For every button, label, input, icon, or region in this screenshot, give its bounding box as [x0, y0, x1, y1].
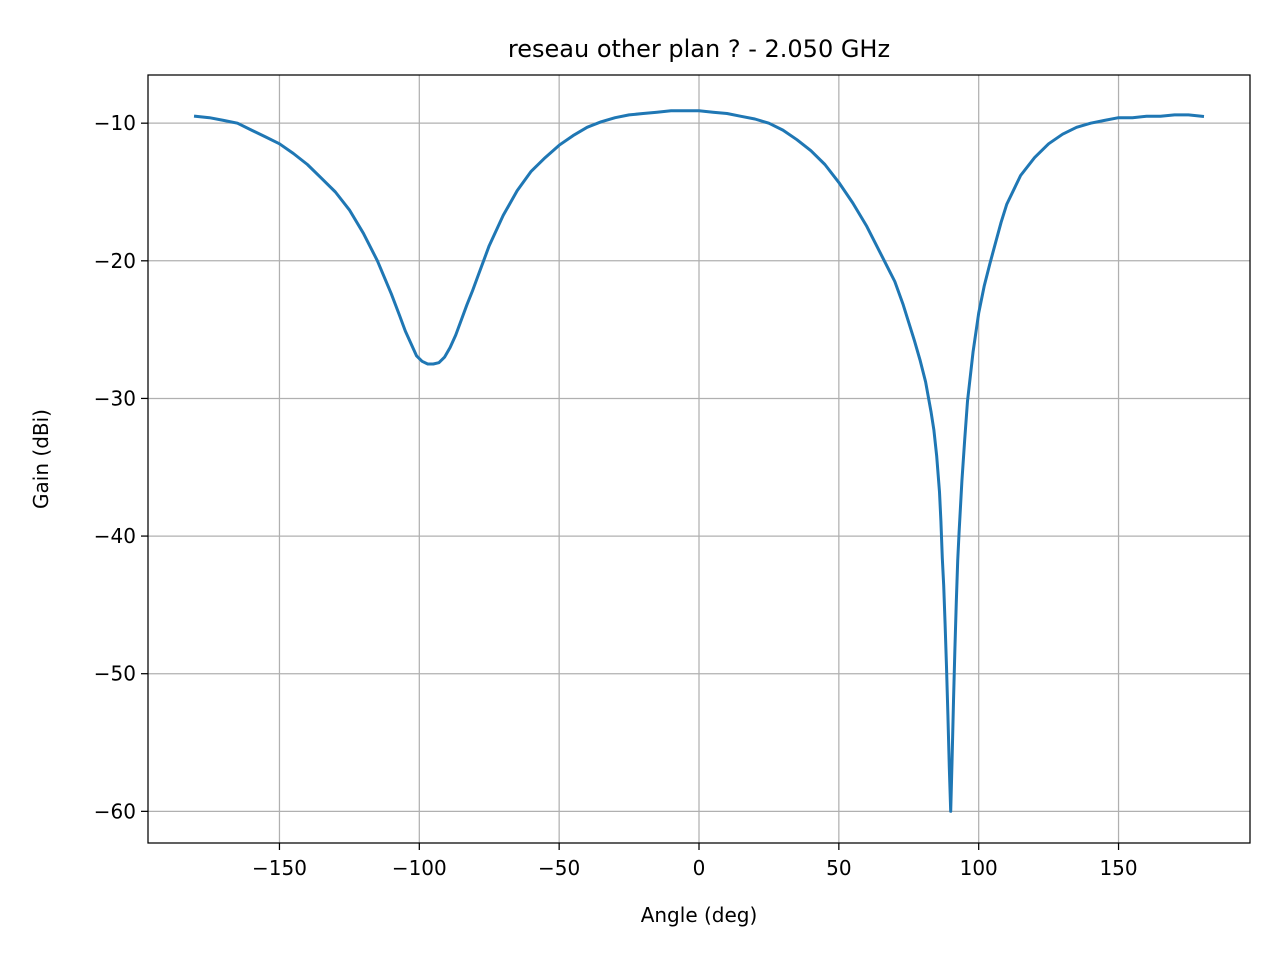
- chart-title: reseau other plan ? - 2.050 GHz: [508, 35, 890, 63]
- grid: [148, 75, 1250, 843]
- y-tick-label: −60: [94, 799, 136, 823]
- x-tick-label: 0: [693, 856, 706, 880]
- y-axis-label: Gain (dBi): [29, 409, 53, 509]
- y-tick-label: −50: [94, 662, 136, 686]
- y-tick-label: −20: [94, 249, 136, 273]
- x-tick-label: −50: [538, 856, 580, 880]
- x-tick-label: 150: [1099, 856, 1137, 880]
- x-tick-label: −150: [252, 856, 307, 880]
- ticks: −150 −100 −50 0 50 100 150 −10 −20 −30 −40 −50 −60: [94, 111, 1138, 880]
- x-tick-label: 50: [826, 856, 851, 880]
- y-tick-label: −10: [94, 111, 136, 135]
- series-line-gain: [193, 109, 1205, 813]
- series-layer: [193, 109, 1205, 813]
- y-tick-label: −40: [94, 524, 136, 548]
- y-tick-label: −30: [94, 386, 136, 410]
- x-tick-label: −100: [392, 856, 447, 880]
- x-axis-label: Angle (deg): [641, 903, 758, 927]
- x-tick-label: 100: [960, 856, 998, 880]
